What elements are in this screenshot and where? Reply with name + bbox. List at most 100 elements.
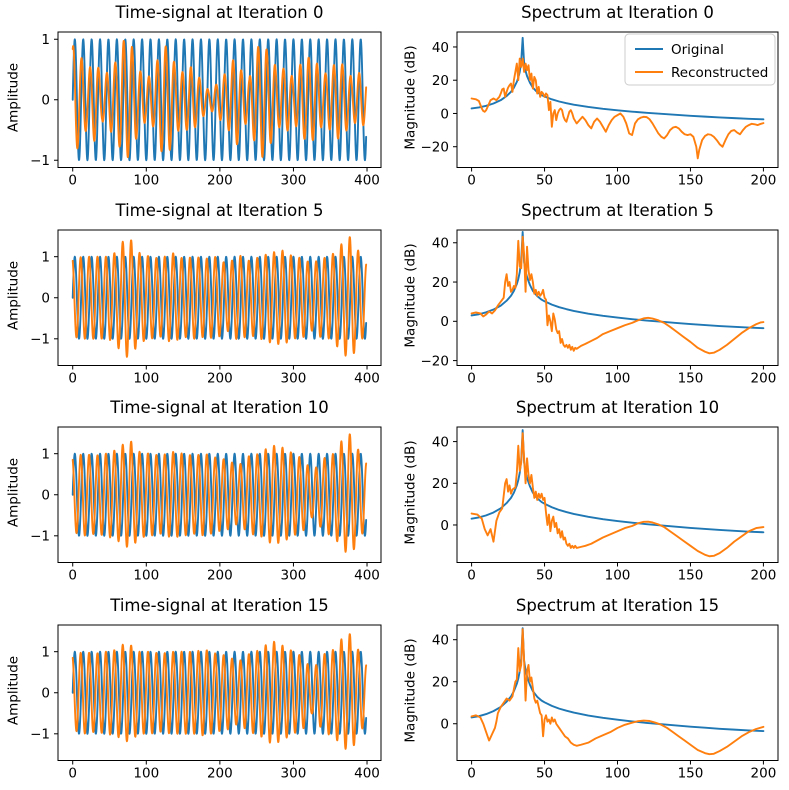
plot-area-spectrum-iteration-5: 0 50 100 150 200 −20 0 20 40 [421,229,779,386]
svg-text:100: 100 [605,370,631,386]
plot-area-time-iteration-5: 0 100 200 300 400 −1 0 1 [30,229,382,386]
plot-area-spectrum-iteration-10: 0 50 100 150 200 0 20 40 [432,426,779,584]
svg-text:200: 200 [751,173,777,189]
svg-text:300: 300 [281,370,307,386]
svg-text:0: 0 [440,716,449,732]
svg-text:150: 150 [678,568,704,584]
series-reconstructed [71,235,368,358]
subplot-spectrum-iteration-0: 0 50 100 150 200 −20 0 20 40 Original Reconstructe… [394,0,789,198]
svg-text:200: 200 [207,765,233,781]
svg-text:0: 0 [440,518,449,534]
series-original [470,230,765,329]
y-axis-label: Amplitude [5,655,22,725]
svg-text:100: 100 [133,568,159,584]
svg-text:200: 200 [751,765,777,781]
plot-title: Time-signal at Iteration 10 [110,398,329,417]
svg-text:100: 100 [133,173,159,189]
subplot-time-iteration-5: 0 100 200 300 400 −1 0 1 Time-signal at Iterati… [0,198,394,396]
svg-text:−1: −1 [30,331,50,347]
y-axis-label: Amplitude [5,62,22,133]
plot-area-time-iteration-0: 0 100 200 300 400 −1 0 1 [30,31,382,189]
svg-text:400: 400 [354,765,380,781]
plot-area-time-iteration-10: 0 100 200 300 400 −1 0 1 [30,426,382,584]
plot-title: Spectrum at Iteration 5 [521,200,714,220]
svg-text:200: 200 [207,568,233,584]
svg-text:300: 300 [281,765,307,781]
plot-area-spectrum-iteration-0: 0 50 100 150 200 −20 0 20 40 Original Reconstructe… [421,31,779,189]
svg-text:−20: −20 [421,353,450,369]
plot-title: Spectrum at Iteration 15 [515,595,720,615]
svg-text:−1: −1 [30,153,50,169]
svg-text:40: 40 [432,434,449,450]
svg-text:50: 50 [536,173,553,189]
subplot-spectrum-iteration-10: 0 50 100 150 200 0 20 40 Spectrum at Iteration … [394,395,789,593]
legend-label-original: Original [671,42,724,58]
svg-text:200: 200 [751,370,777,386]
plot-title: Time-signal at Iteration 15 [110,595,329,615]
svg-text:20: 20 [432,73,449,89]
y-axis-label: Amplitude [5,260,22,330]
plot-title: Spectrum at Iteration 10 [515,398,720,417]
svg-text:100: 100 [133,765,159,781]
svg-text:1: 1 [41,446,50,462]
subplot-time-iteration-15: 0 100 200 300 400 −1 0 1 Time-signal at Iterati… [0,593,394,790]
svg-text:200: 200 [207,370,233,386]
subplot-time-iteration-10: 0 100 200 300 400 −1 0 1 Time-signal at Iterati… [0,395,394,593]
series-reconstructed [71,632,368,750]
svg-text:0: 0 [68,568,77,584]
series-reconstructed [470,57,765,160]
series-reconstructed [71,40,368,159]
svg-text:50: 50 [536,568,553,584]
svg-text:0: 0 [41,488,50,504]
subplot-spectrum-iteration-5: 0 50 100 150 200 −20 0 20 40 Spectrum at Iterati… [394,198,789,396]
svg-text:100: 100 [605,173,631,189]
svg-text:400: 400 [354,173,380,189]
svg-text:400: 400 [354,370,380,386]
plot-area-time-iteration-15: 0 100 200 300 400 −1 0 1 [30,624,382,781]
subplot-time-iteration-0: 0 100 200 300 400 −1 0 1 Time-signal at Iterati… [0,0,394,198]
svg-text:−1: −1 [30,529,50,545]
series-reconstructed [470,627,765,755]
svg-text:−1: −1 [30,726,50,742]
svg-text:150: 150 [678,765,704,781]
svg-text:50: 50 [536,370,553,386]
svg-text:400: 400 [354,568,380,584]
y-axis-label: Magnitude (dB) [402,637,419,743]
plot-title: Time-signal at Iteration 5 [115,200,324,220]
svg-text:1: 1 [41,249,50,265]
svg-text:100: 100 [133,370,159,386]
svg-text:300: 300 [281,568,307,584]
svg-text:0: 0 [440,314,449,330]
series-original [470,626,765,732]
series-reconstructed [470,235,765,354]
svg-text:40: 40 [432,40,449,56]
svg-text:0: 0 [41,290,50,306]
svg-text:−20: −20 [421,140,450,156]
svg-text:300: 300 [281,173,307,189]
y-axis-label: Magnitude (dB) [402,45,419,150]
svg-text:150: 150 [678,370,704,386]
svg-text:100: 100 [605,568,631,584]
svg-text:0: 0 [68,765,77,781]
plot-title: Spectrum at Iteration 0 [521,3,714,22]
svg-text:20: 20 [432,274,449,290]
svg-text:200: 200 [751,568,777,584]
series-reconstructed [470,432,765,558]
svg-text:20: 20 [432,674,449,690]
svg-text:150: 150 [678,173,704,189]
plot-area-spectrum-iteration-15: 0 50 100 150 200 0 20 40 [432,624,779,781]
svg-text:0: 0 [68,173,77,189]
svg-text:1: 1 [41,644,50,660]
svg-text:0: 0 [440,106,449,122]
svg-text:100: 100 [605,765,631,781]
y-axis-label: Magnitude (dB) [402,242,419,348]
plot-title: Time-signal at Iteration 0 [115,3,324,22]
svg-text:20: 20 [432,476,449,492]
svg-text:50: 50 [536,765,553,781]
svg-text:0: 0 [68,370,77,386]
svg-text:200: 200 [207,173,233,189]
svg-text:0: 0 [467,568,476,584]
y-axis-label: Magnitude (dB) [402,440,419,545]
svg-text:0: 0 [41,685,50,701]
